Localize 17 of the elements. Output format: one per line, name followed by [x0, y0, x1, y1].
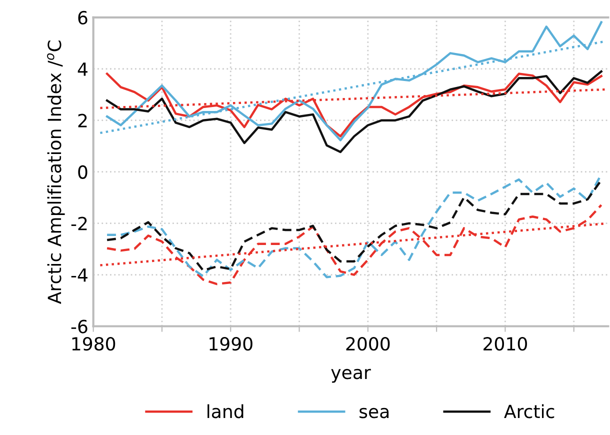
y-tick-label: -4	[71, 268, 88, 282]
line-series	[106, 70, 602, 154]
legend-label: land	[208, 404, 244, 418]
y-tick-label: 4	[78, 62, 88, 76]
y-axis-title: Arctic Amplification Index /$^{o}$C	[47, 40, 65, 304]
y-tick-label: 0	[78, 165, 88, 179]
legend-label: sea	[360, 408, 389, 418]
y-tick-label: 2	[78, 114, 87, 128]
y-tick-label: -2	[71, 216, 87, 230]
y-tick-label: 6	[78, 10, 88, 25]
x-tick-label: 2010	[484, 336, 527, 351]
y-tick-label: -6	[71, 320, 88, 334]
legend-label: Arctic	[504, 404, 554, 418]
x-tick-label: 2000	[346, 336, 390, 351]
x-tick-label: 1980	[72, 336, 116, 351]
x-axis-title: year	[331, 368, 371, 383]
x-tick-label: 1990	[210, 336, 252, 351]
